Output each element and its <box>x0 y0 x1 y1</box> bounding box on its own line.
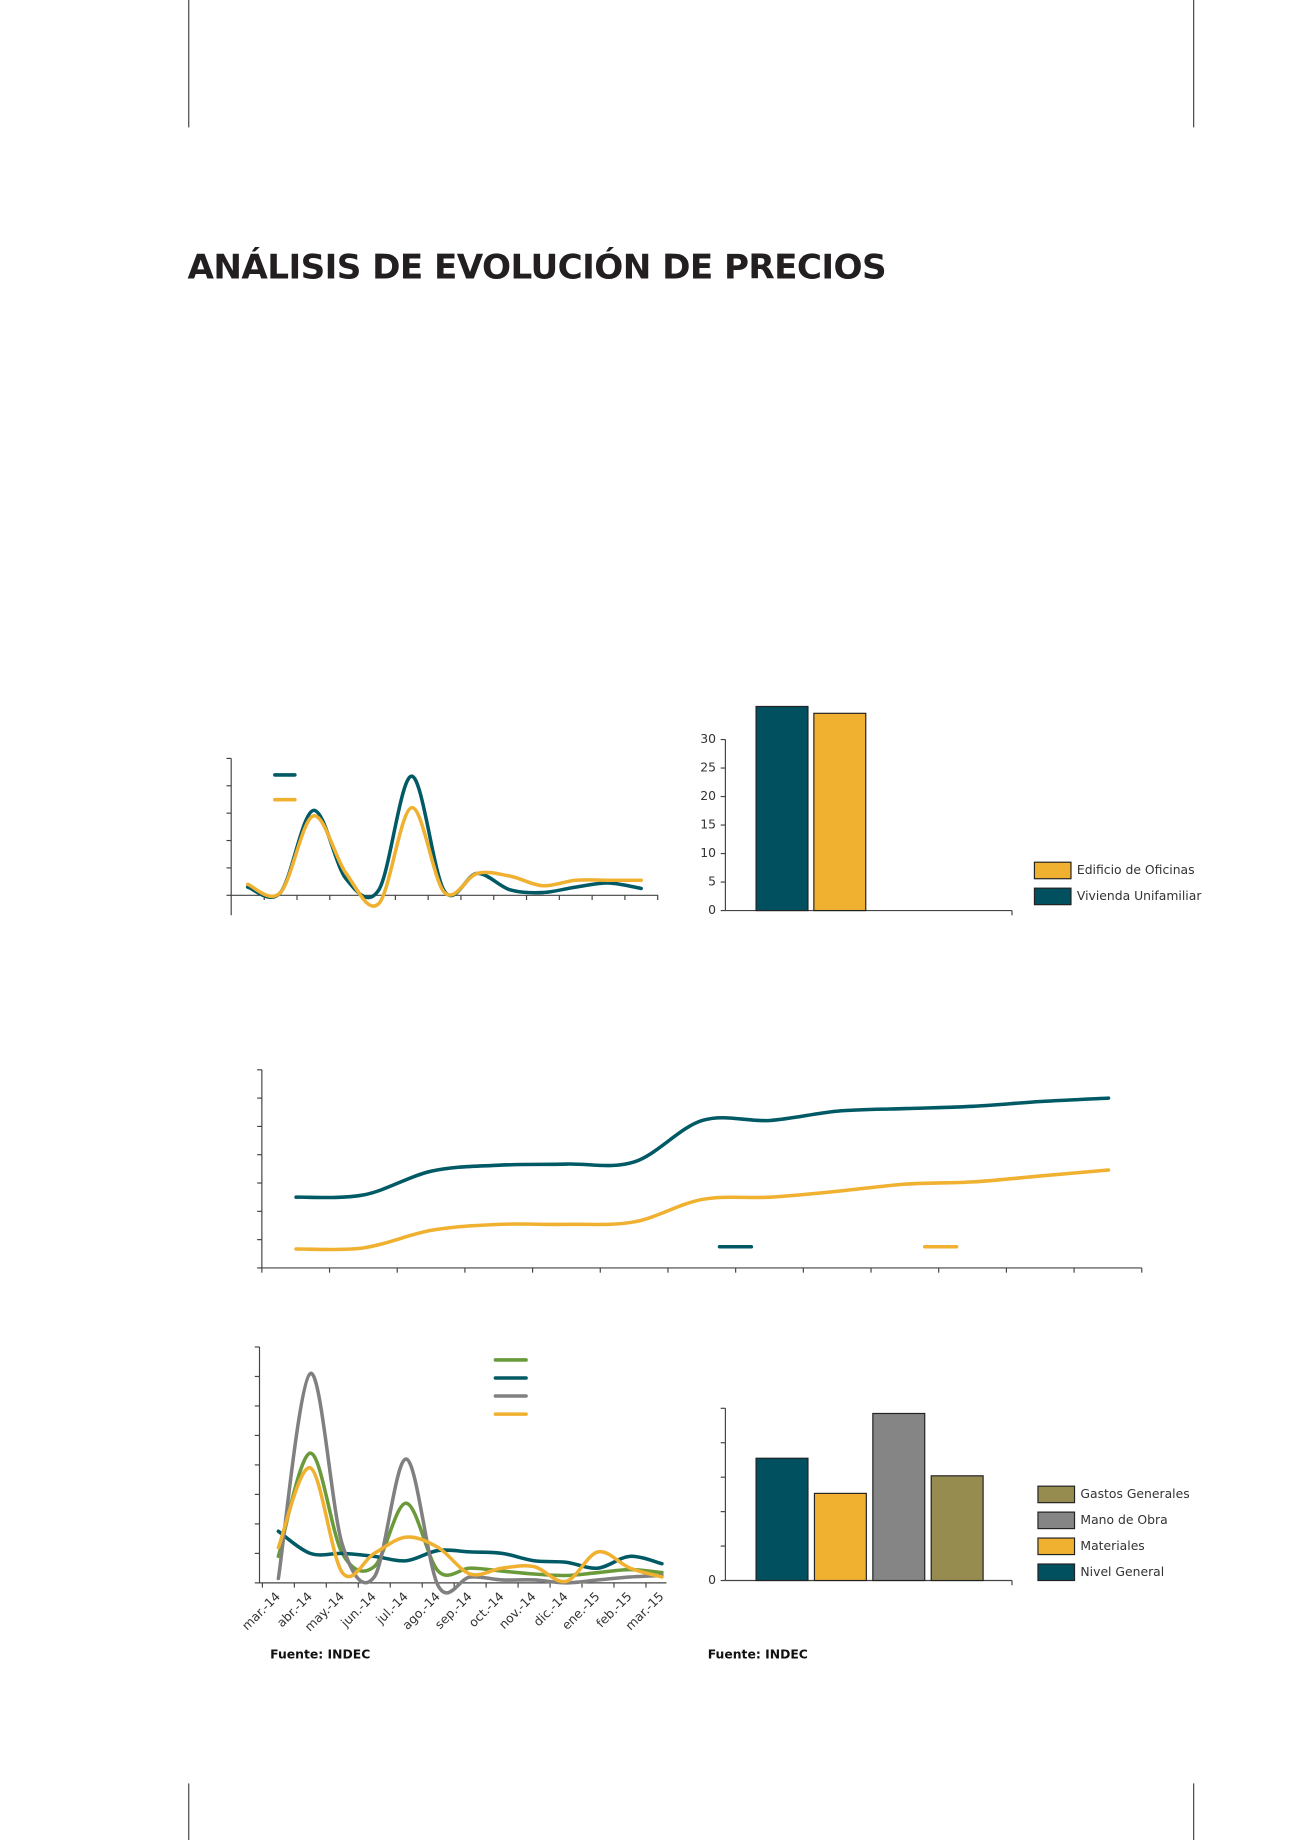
x-tick-label: mar.-14 <box>239 1589 283 1633</box>
series-line <box>276 1529 664 1570</box>
bar <box>755 705 809 912</box>
legend-swatch <box>1037 1537 1076 1556</box>
y-tick-label: 5 <box>708 875 716 889</box>
y-tick-label: 25 <box>700 761 716 775</box>
source-note: Fuente: INDEC <box>270 1647 370 1661</box>
legend-label: Vivienda Unifamiliar <box>1077 889 1202 903</box>
y-tick-label: 30 <box>700 732 716 746</box>
series-line <box>294 1096 1111 1200</box>
bar <box>930 1475 984 1582</box>
y-tick-label: 0 <box>708 903 716 917</box>
source-note: Fuente: INDEC <box>708 1647 808 1661</box>
legend-label: Edificio de Oficinas <box>1077 863 1195 877</box>
bar <box>755 1457 809 1582</box>
legend-swatch <box>1033 861 1072 880</box>
y-tick-label: 20 <box>700 789 716 803</box>
legend-swatch <box>1037 1563 1076 1582</box>
legend-label: Gastos Generales <box>1080 1487 1189 1501</box>
series-line <box>245 805 643 908</box>
legend-swatch <box>1033 887 1072 906</box>
x-tick-label: jun.-14 <box>338 1589 379 1630</box>
series-line <box>276 1451 664 1578</box>
legend-label: Materiales <box>1080 1539 1144 1553</box>
y-tick-label: 15 <box>700 818 716 832</box>
legend-swatch <box>1037 1485 1076 1504</box>
bar <box>813 712 867 912</box>
series-line <box>294 1168 1111 1252</box>
y-tick-label: 0 <box>708 1573 716 1587</box>
series-line <box>245 774 643 900</box>
series-line <box>276 1371 664 1595</box>
legend-swatch <box>1037 1511 1076 1530</box>
legend-label: Mano de Obra <box>1080 1513 1167 1527</box>
legend-label: Nivel General <box>1080 1565 1164 1579</box>
series-line <box>276 1466 664 1584</box>
bar <box>813 1492 867 1582</box>
y-tick-label: 10 <box>700 846 716 860</box>
page-title: ANÁLISIS DE EVOLUCIÓN DE PRECIOS <box>188 246 887 287</box>
bar <box>872 1412 926 1582</box>
